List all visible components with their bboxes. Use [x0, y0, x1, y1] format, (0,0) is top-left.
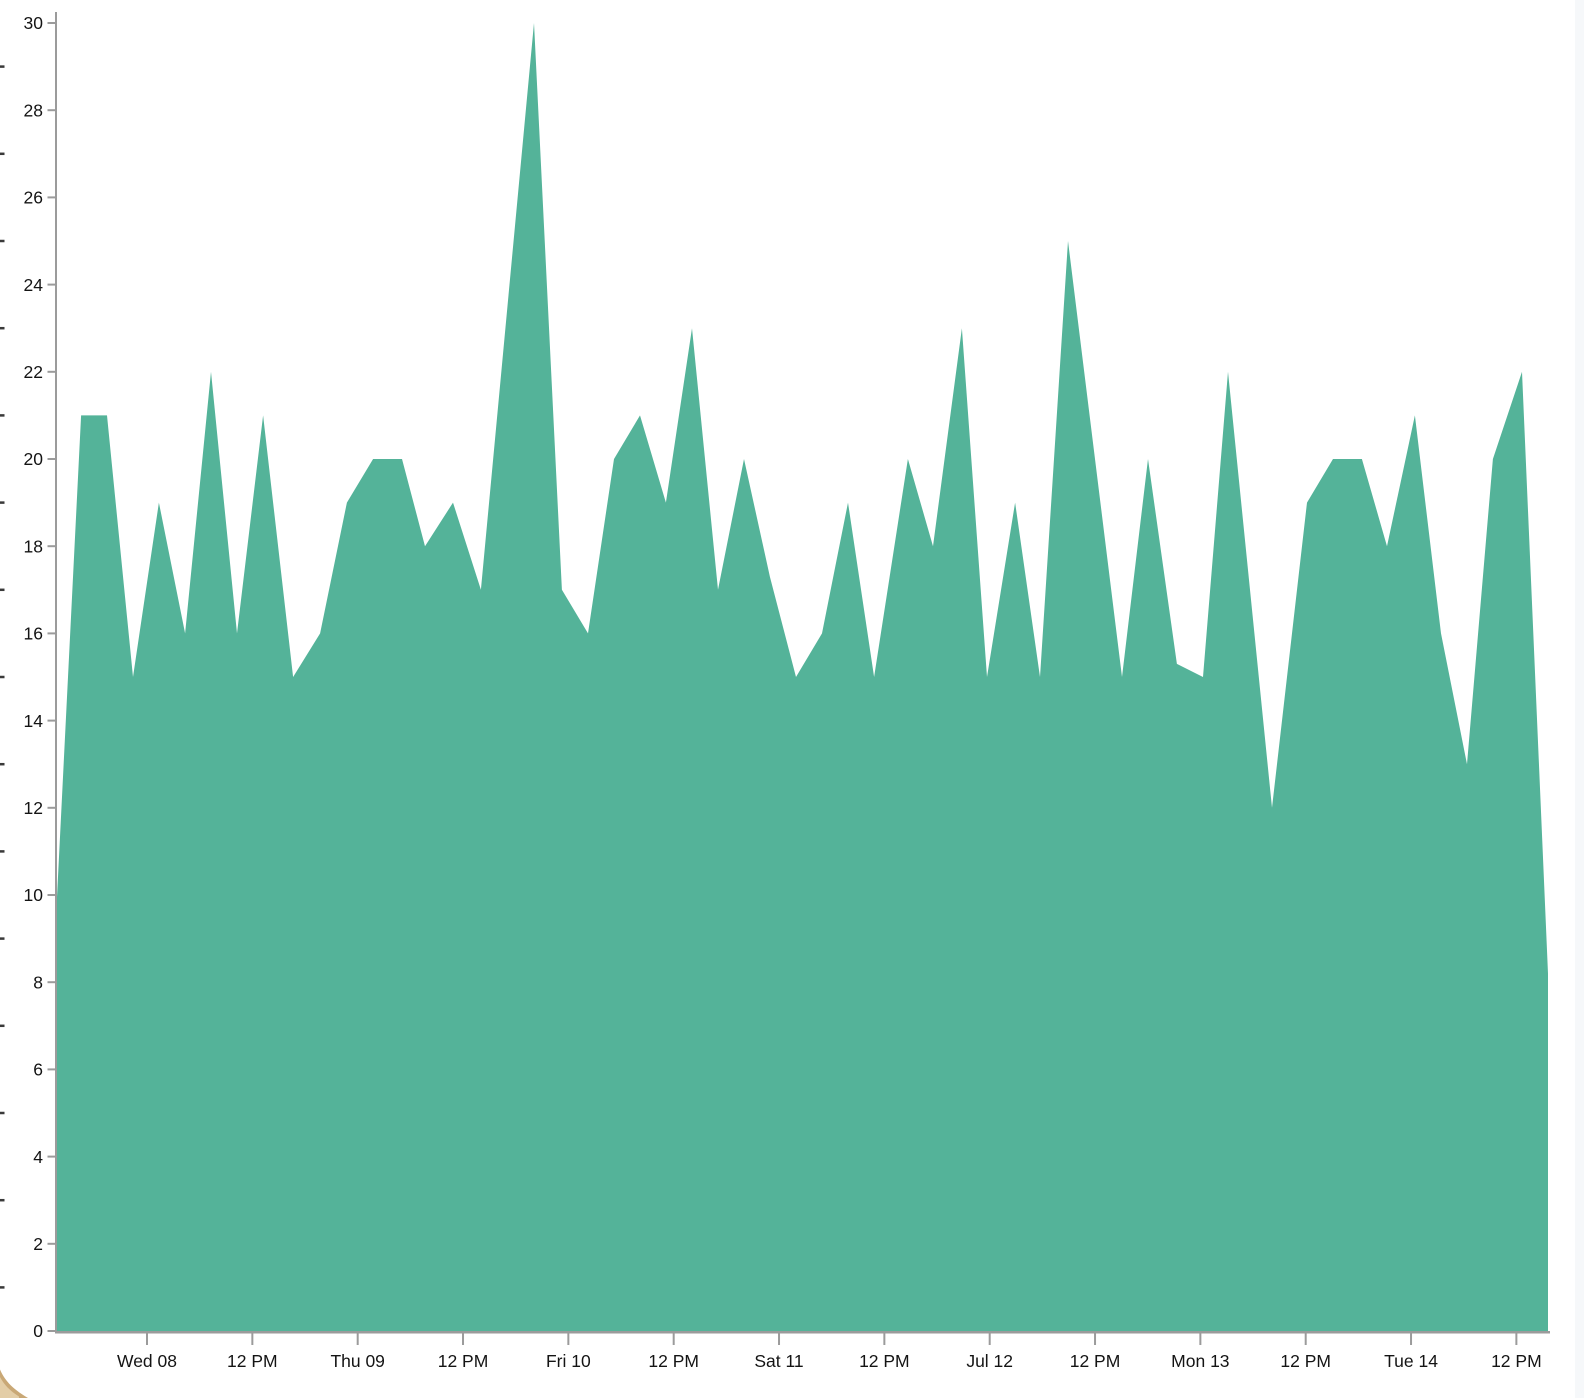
x-axis: Wed 08 12 PM Thu 09 12 PM Fri 10 12 PM Sat 11 1…	[55, 1330, 1550, 1371]
x-tick-label: 12 PM	[859, 1351, 910, 1371]
y-tick-label: 26	[24, 188, 43, 208]
x-tick-label: 12 PM	[438, 1351, 489, 1371]
area-fill[interactable]	[56, 23, 1548, 1331]
edge-minor-tick	[0, 588, 5, 592]
x-tick-label: Tue 14	[1384, 1351, 1438, 1371]
y-tick-label: 28	[24, 100, 43, 120]
y-tick-label: 10	[24, 885, 44, 905]
x-tick-label: Fri 10	[546, 1351, 591, 1371]
left-edge-minor-ticks	[0, 65, 5, 1289]
x-tick-label: 12 PM	[648, 1351, 699, 1371]
y-tick-label: 24	[24, 275, 44, 295]
x-tick-label: Wed 08	[117, 1351, 177, 1371]
edge-minor-tick	[0, 65, 5, 68]
edge-minor-tick	[0, 152, 5, 156]
mouse-cursor	[0, 1369, 28, 1398]
x-tick-label: 12 PM	[227, 1351, 278, 1371]
x-tick-label: Mon 13	[1171, 1351, 1229, 1371]
window-right-gutter	[1575, 0, 1584, 1398]
y-tick-label: 12	[24, 798, 43, 818]
edge-minor-tick	[0, 675, 5, 679]
edge-minor-tick	[0, 1024, 5, 1028]
x-tick-label: Thu 09	[330, 1351, 384, 1371]
edge-minor-tick	[0, 850, 5, 853]
edge-minor-tick	[0, 937, 5, 940]
edge-minor-tick	[0, 326, 5, 330]
y-tick-label: 22	[24, 362, 43, 382]
edge-minor-tick	[0, 762, 5, 766]
x-tick-label: Jul 12	[966, 1351, 1013, 1371]
edge-minor-tick	[0, 1286, 5, 1289]
y-tick-label: 20	[24, 449, 44, 469]
y-tick-label: 2	[33, 1234, 43, 1254]
cursor-wedge-highlight	[0, 1377, 19, 1398]
x-tick-label: 12 PM	[1280, 1351, 1331, 1371]
y-tick-label: 16	[24, 624, 43, 644]
edge-minor-tick	[0, 414, 5, 417]
y-tick-label: 0	[33, 1321, 43, 1341]
y-tick-label: 6	[33, 1060, 43, 1080]
y-tick-label: 8	[33, 972, 43, 992]
x-tick-label: 12 PM	[1070, 1351, 1121, 1371]
y-tick-label: 30	[24, 13, 44, 33]
edge-minor-tick	[0, 501, 5, 504]
y-tick-label: 14	[24, 711, 44, 731]
edge-minor-tick	[0, 1198, 5, 1202]
x-tick-label: Sat 11	[754, 1351, 803, 1371]
x-tick-label: 12 PM	[1491, 1351, 1542, 1371]
y-tick-label: 18	[24, 536, 43, 556]
y-tick-label: 4	[33, 1147, 43, 1167]
edge-minor-tick	[0, 239, 5, 243]
edge-minor-tick	[0, 1111, 5, 1115]
area-series[interactable]	[56, 23, 1548, 1331]
